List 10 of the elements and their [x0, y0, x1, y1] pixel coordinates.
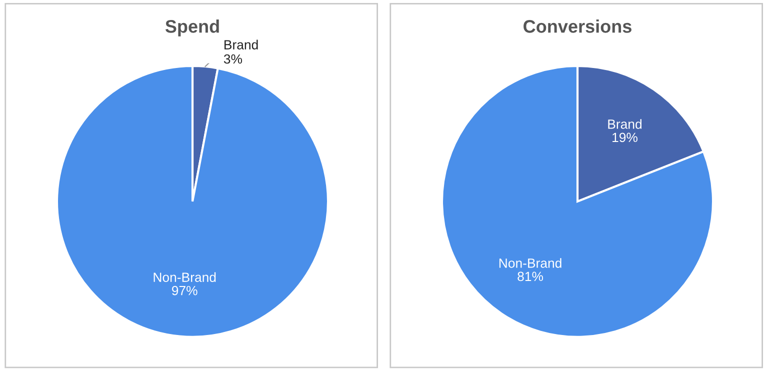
slice-label: Non-Brand — [499, 258, 562, 268]
chart-title: Conversions — [524, 20, 632, 33]
slice-label: Brand — [608, 119, 642, 129]
data-label: 81% — [518, 272, 544, 282]
data-label: 97% — [172, 286, 198, 296]
data-label: 19% — [612, 132, 638, 142]
slice-label: Brand — [224, 40, 258, 50]
data-label: 3% — [224, 54, 242, 64]
chart-title: Spend — [165, 20, 219, 36]
slice-label: Non-Brand — [154, 272, 216, 282]
